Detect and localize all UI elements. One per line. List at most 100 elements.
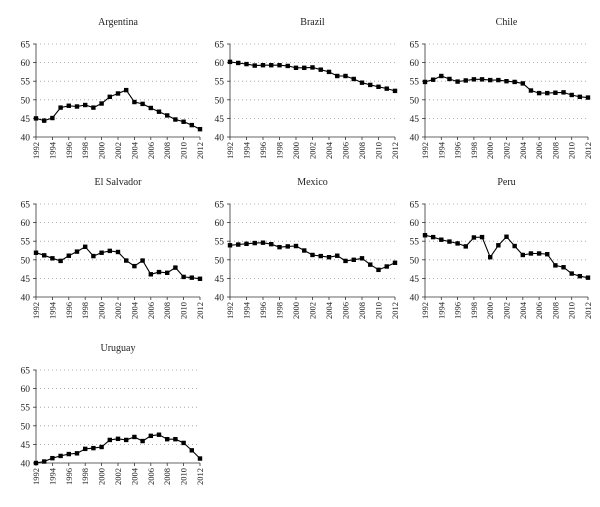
chart-panel: Chile 40 45 50 55 60 65 1992 1994 1996 1998 2000 200…: [410, 17, 594, 159]
data-point: [479, 77, 485, 82]
x-tick-label: 2004: [129, 467, 139, 485]
y-tick-label: 50: [21, 96, 31, 106]
y-tick-label: 45: [410, 275, 420, 285]
x-tick-label: 1996: [453, 142, 463, 159]
data-point: [392, 260, 398, 265]
data-point: [577, 94, 583, 100]
data-point: [384, 264, 389, 269]
y-tick-label: 65: [21, 41, 31, 51]
x-tick-label: 2006: [341, 302, 351, 319]
data-point: [302, 65, 307, 71]
x-tick-label: 2004: [129, 301, 139, 319]
x-tick-label: 2008: [550, 142, 560, 159]
data-point: [197, 276, 203, 281]
y-tick-label: 40: [410, 294, 420, 304]
x-tick-label: 2000: [97, 468, 107, 485]
x-tick-label: 2000: [97, 142, 107, 159]
x-tick-label: 1998: [80, 302, 90, 319]
x-tick-label: 2006: [146, 302, 156, 319]
data-point: [156, 109, 162, 114]
data-point: [124, 258, 129, 263]
x-tick-label: 1996: [258, 302, 268, 319]
x-tick-label: 1992: [225, 142, 235, 159]
data-point: [66, 253, 71, 258]
data-point: [115, 436, 121, 442]
y-tick-label: 60: [215, 59, 225, 69]
data-point: [83, 244, 88, 249]
x-tick-label: 2012: [195, 302, 205, 319]
data-point: [132, 263, 137, 269]
data-point: [285, 244, 290, 249]
x-tick-label: 2008: [357, 142, 367, 159]
x-tick-label: 2012: [390, 302, 400, 319]
chart-title: El Salvador: [95, 177, 143, 188]
data-point: [107, 94, 112, 100]
data-point: [585, 275, 591, 280]
y-tick-label: 40: [21, 294, 31, 304]
data-point: [244, 241, 249, 247]
x-tick-label: 1998: [469, 302, 479, 319]
data-point: [504, 79, 509, 84]
data-point: [99, 250, 104, 255]
x-tick-label: 1992: [420, 302, 430, 319]
chart-title: Brazil: [300, 17, 325, 28]
data-point: [430, 234, 436, 240]
data-point: [165, 270, 170, 276]
data-point: [58, 258, 63, 264]
y-tick-label: 60: [410, 59, 420, 69]
data-point: [115, 249, 121, 255]
data-point: [343, 258, 348, 264]
data-point: [42, 253, 47, 258]
data-point: [488, 254, 493, 260]
x-tick-label: 1992: [31, 142, 41, 159]
data-point: [244, 61, 249, 67]
data-point: [132, 434, 137, 440]
data-point: [181, 119, 186, 124]
data-point: [66, 451, 71, 457]
data-point: [310, 252, 315, 258]
data-point: [463, 244, 468, 249]
data-point: [277, 244, 282, 250]
x-tick-label: 2012: [583, 142, 593, 159]
chart-panel: Mexico 40 45 50 55 60 65 1992 1994 1996 1998 2000 20…: [215, 177, 401, 319]
data-point: [83, 102, 88, 108]
y-tick-label: 55: [215, 78, 225, 88]
data-point: [181, 440, 186, 446]
x-tick-label: 1998: [275, 142, 285, 159]
x-tick-label: 1996: [258, 142, 268, 159]
data-point: [148, 105, 153, 111]
data-point: [351, 76, 356, 82]
data-point: [74, 451, 80, 456]
x-tick-label: 2010: [567, 142, 577, 159]
data-point: [91, 445, 96, 451]
data-point: [561, 265, 566, 270]
data-point: [236, 242, 241, 247]
data-point: [512, 243, 517, 249]
data-point: [536, 90, 542, 96]
y-tick-label: 65: [410, 41, 420, 51]
data-point: [58, 453, 63, 459]
data-point: [293, 65, 299, 71]
x-tick-label: 1992: [420, 142, 430, 159]
data-point: [181, 274, 186, 280]
chart-panel: Argentina 40 45 50 55 60 65 1992 1994 1996 1998 200…: [21, 17, 206, 159]
y-tick-label: 40: [215, 294, 225, 304]
x-tick-label: 1992: [31, 302, 41, 319]
x-tick-label: 2004: [324, 141, 334, 159]
data-point: [91, 105, 96, 110]
data-point: [277, 63, 282, 68]
data-point: [447, 76, 452, 82]
data-point: [471, 235, 477, 240]
y-tick-label: 50: [410, 256, 420, 266]
data-point: [545, 90, 550, 96]
y-tick-label: 45: [21, 441, 31, 451]
y-tick-label: 45: [21, 275, 31, 285]
data-point: [173, 265, 178, 270]
data-point: [545, 252, 550, 257]
y-tick-label: 60: [410, 219, 420, 229]
x-tick-label: 1996: [453, 302, 463, 319]
x-tick-label: 2012: [195, 142, 205, 159]
y-tick-label: 55: [21, 78, 31, 88]
data-point: [488, 77, 493, 83]
